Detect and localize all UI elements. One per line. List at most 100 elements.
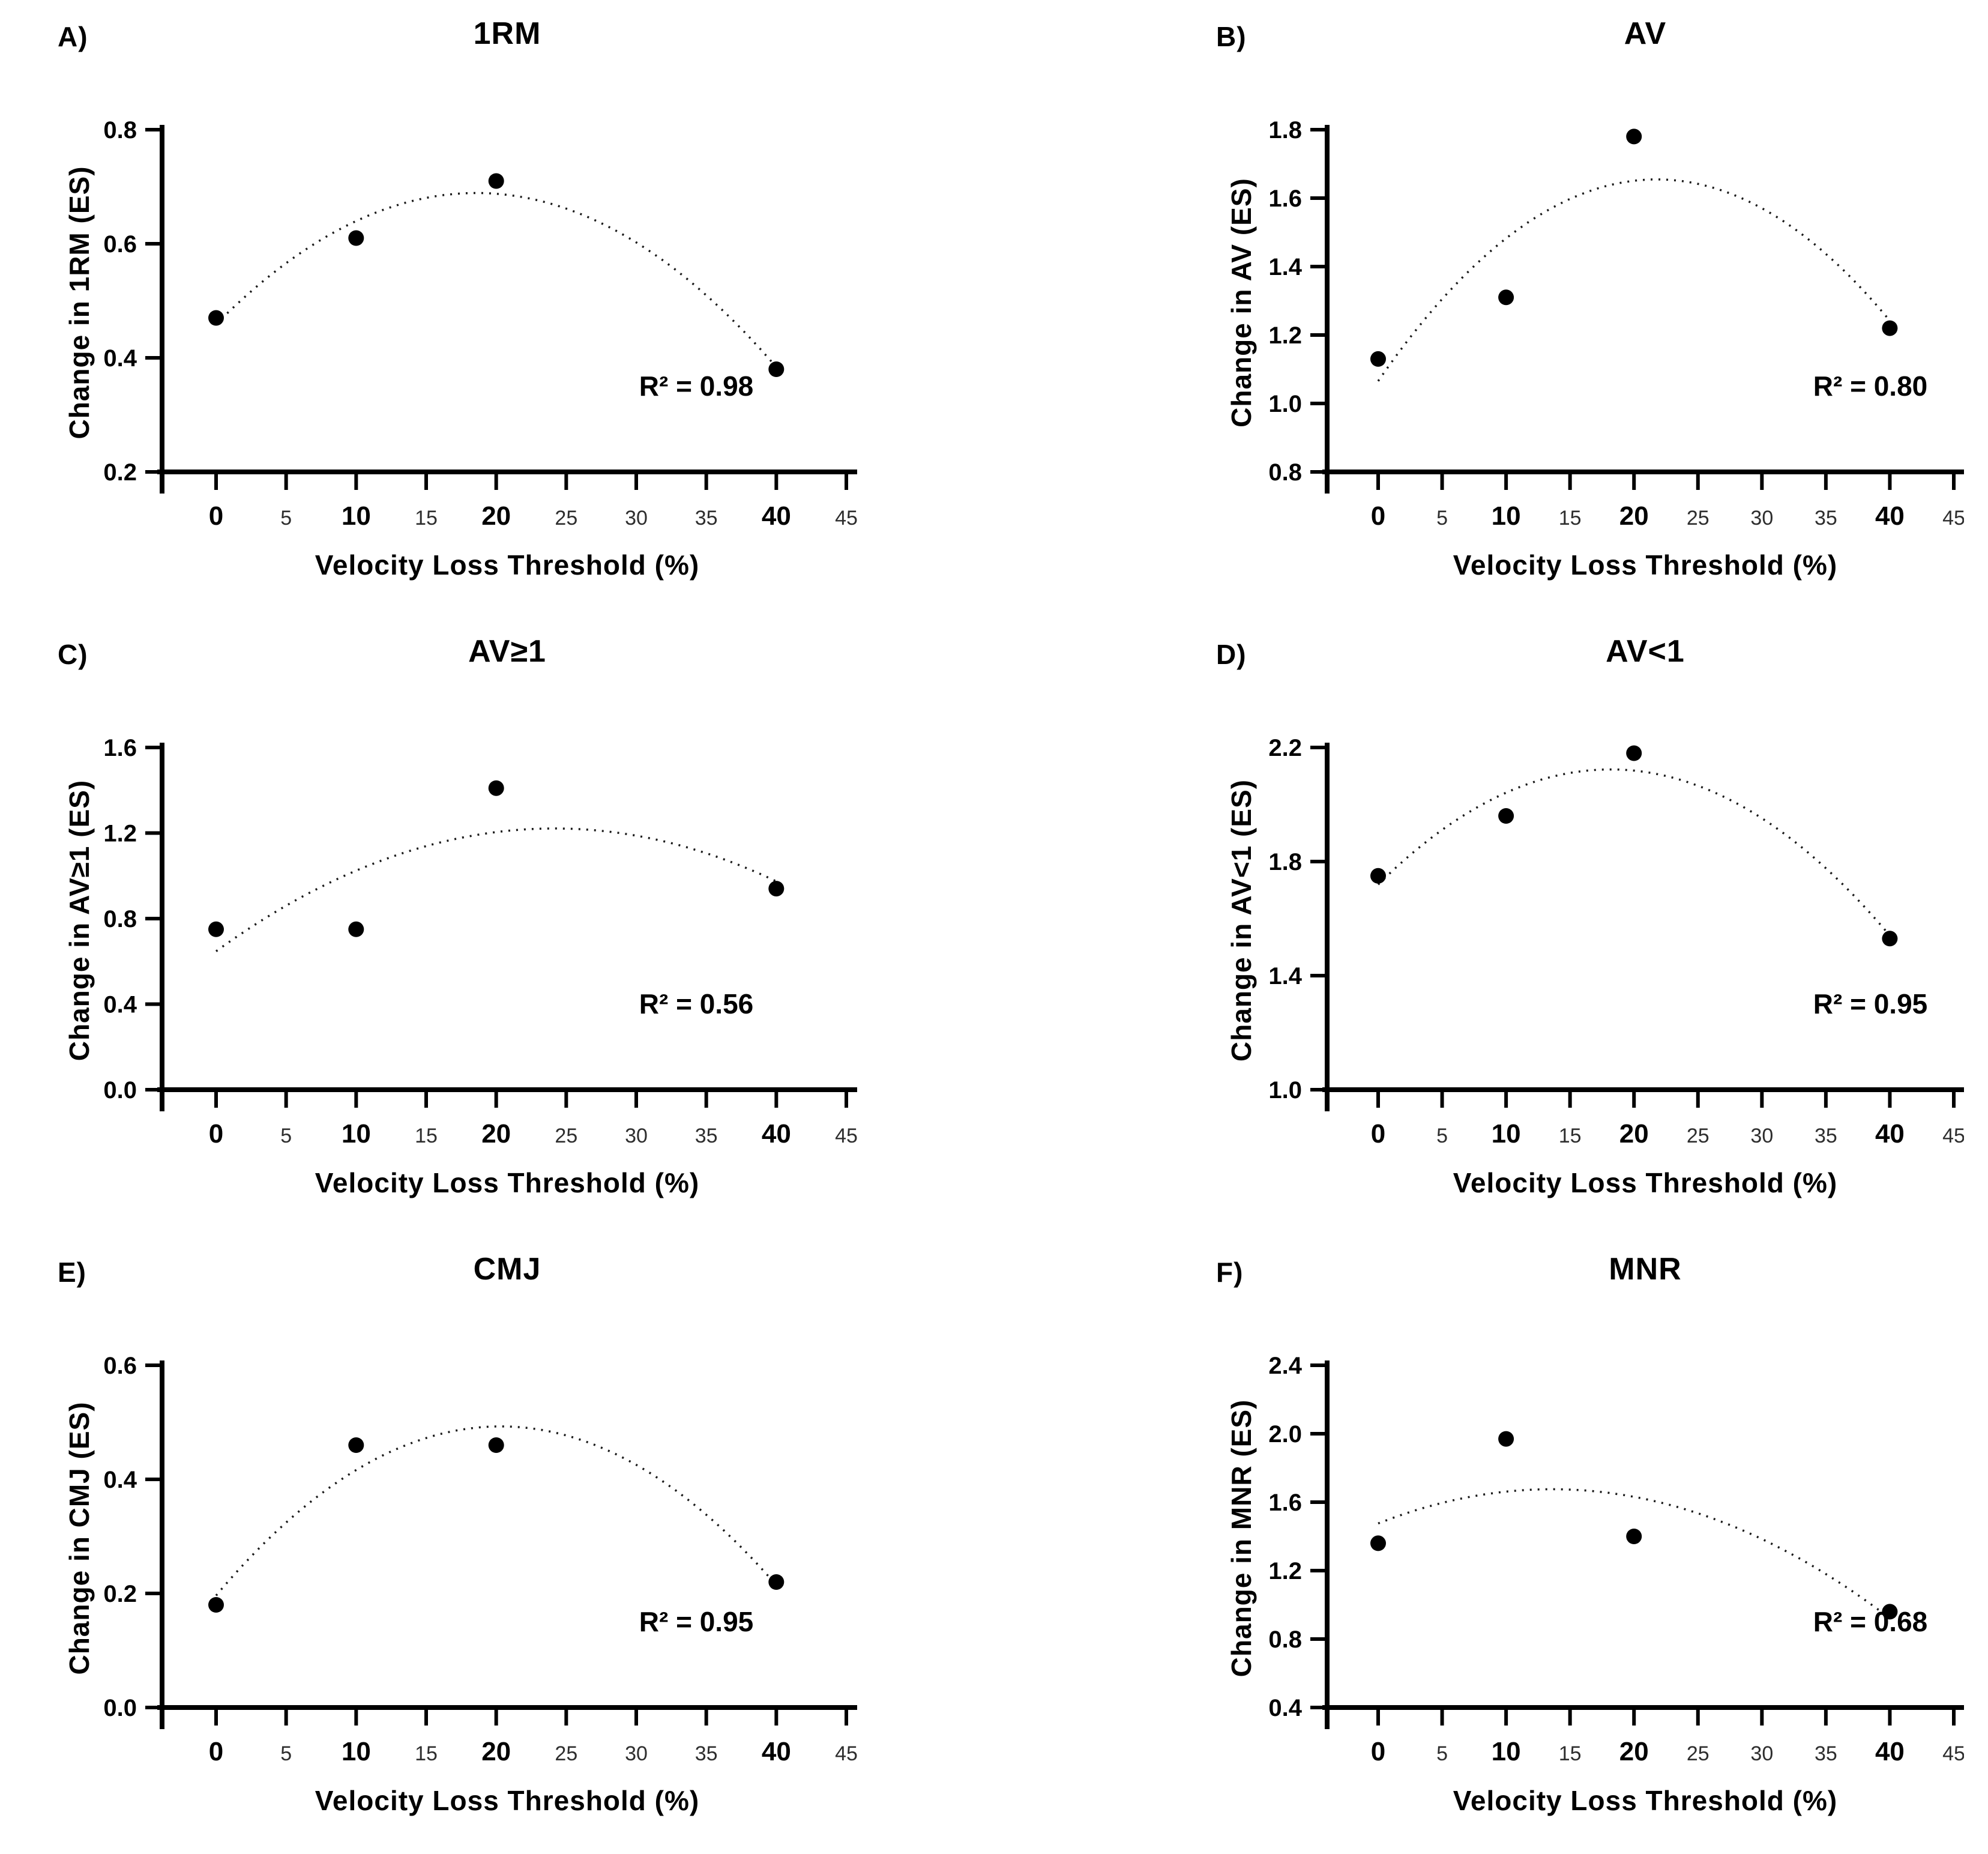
x-tick-label: 10 [1492,1737,1521,1766]
panel-label-b: B) [1216,21,1247,52]
data-point [208,1597,224,1613]
x-axis-label: Velocity Loss Threshold (%) [315,1785,700,1816]
data-point [208,310,224,326]
y-tick-label: 0.8 [1268,459,1302,486]
panel-label-f: F) [1216,1257,1244,1288]
plot-svg-c: 0.0 0.4 0.8 1.2 1.6 0 5 10 15 20 25 30 35 40 45 [103,735,858,1149]
plot-svg-e: 0.0 0.2 0.4 0.6 0 5 10 15 20 25 30 35 40 45 [103,1353,858,1766]
x-tick-label: 35 [695,507,718,530]
data-point [488,173,504,189]
x-tick-label: 25 [1687,507,1709,530]
x-tick-label: 35 [1815,1742,1837,1765]
data-point [768,1574,785,1590]
panel-av-lt-1: D) AV<1 Change in AV<1 (ES) 1.0 1.4 1.8 2.2… [1018,627,1964,1226]
x-tick-label: 10 [1492,1119,1521,1149]
y-tick-label: 1.6 [1268,1490,1302,1516]
x-tick-label: 40 [762,1737,791,1766]
x-tick-label: 35 [1815,507,1837,530]
y-tick-label: 0.8 [103,117,137,143]
x-tick-label: 0 [209,1119,223,1149]
y-tick-label: 1.0 [1268,1077,1302,1104]
x-tick-label: 30 [1750,507,1773,530]
x-tick-label: 5 [1436,1125,1448,1147]
y-tick-label: 0.0 [103,1695,137,1721]
panel-title-av-ge-1: AV≥1 [468,634,546,669]
x-tick-label: 45 [1942,1125,1964,1147]
r-squared-annotation: R² = 0.95 [1813,988,1928,1019]
x-tick-label: 25 [1687,1742,1709,1765]
data-point [348,230,364,246]
x-tick-label: 20 [1619,1737,1649,1766]
data-point [1882,931,1898,947]
y-tick-label: 2.0 [1268,1421,1302,1448]
fit-curve [215,192,777,368]
fit-curve [1377,178,1891,382]
x-tick-label: 10 [342,501,371,531]
y-tick-label: 2.2 [1268,735,1302,761]
r-squared-annotation: R² = 0.68 [1813,1606,1928,1637]
y-tick-label: 1.8 [1268,117,1302,143]
x-tick-label: 5 [280,1125,292,1147]
x-tick-label: 40 [1875,501,1905,531]
y-tick-label: 1.0 [1268,391,1302,417]
x-tick-label: 35 [695,1742,718,1765]
data-point [348,921,364,937]
x-tick-label: 40 [1875,1737,1905,1766]
x-tick-label: 45 [835,507,858,530]
x-axis-label: Velocity Loss Threshold (%) [315,549,700,581]
x-tick-label: 40 [762,1119,791,1149]
x-tick-label: 30 [625,507,648,530]
x-tick-label: 25 [555,1742,577,1765]
x-tick-label: 15 [415,1125,438,1147]
y-tick-label: 0.2 [103,459,137,486]
fit-curve [1377,768,1891,937]
data-point [768,881,785,897]
y-tick-label: 2.4 [1268,1353,1302,1379]
fit-curve [1378,1488,1891,1619]
x-tick-label: 45 [835,1125,858,1147]
y-tick-label: 1.6 [1268,186,1302,212]
data-point [348,1437,364,1453]
x-tick-label: 45 [1942,507,1964,530]
x-tick-label: 45 [835,1742,858,1765]
x-tick-label: 10 [342,1737,371,1766]
x-tick-label: 0 [1371,1737,1385,1766]
x-tick-label: 0 [1371,1119,1385,1149]
x-axis-label: Velocity Loss Threshold (%) [1453,1785,1838,1816]
y-tick-label: 1.2 [103,821,137,847]
panel-title-cmj: CMJ [473,1252,541,1287]
panel-1rm: A) 1RM Change in 1RM (ES) 0.2 0.4 0.6 0.8 0 5… [24,10,970,608]
panel-title-av: AV [1624,16,1667,51]
fit-curve [215,827,777,952]
panel-label-a: A) [58,21,88,52]
data-point [1626,745,1642,761]
x-axis-label: Velocity Loss Threshold (%) [1453,549,1838,581]
y-tick-label: 0.2 [103,1581,137,1607]
data-point [1626,128,1642,145]
y-tick-label: 1.4 [1268,254,1302,280]
plot-svg-b: 0.8 1.0 1.2 1.4 1.6 1.8 0 5 10 15 20 25 30 35 40 45 [1268,117,1964,531]
data-point [768,361,785,377]
y-tick-label: 0.4 [103,992,137,1018]
y-tick-label: 1.8 [1268,849,1302,875]
panel-title-av-lt-1: AV<1 [1606,634,1685,669]
x-tick-label: 25 [1687,1125,1709,1147]
panel-av-ge-1: C) AV≥1 Change in AV≥1 (ES) 0.0 0.4 0.8 1.2… [24,627,970,1226]
r-squared-annotation: R² = 0.95 [639,1606,754,1637]
data-point [1370,351,1386,367]
x-tick-label: 20 [481,1119,511,1149]
y-tick-label: 1.4 [1268,963,1302,989]
plot-svg-d: 1.0 1.4 1.8 2.2 0 5 10 15 20 25 30 35 40 45 [1268,735,1964,1149]
r-squared-annotation: R² = 0.56 [639,988,754,1019]
x-tick-label: 20 [1619,501,1649,531]
panel-title-1rm: 1RM [473,16,541,51]
data-point [208,921,224,937]
panel-mnr: F) MNR Change in MNR (ES) 0.4 0.8 1.2 1.6 2.… [1018,1245,1964,1844]
panel-cmj: E) CMJ Change in CMJ (ES) 0.0 0.2 0.4 0.6 0 5… [24,1245,970,1844]
data-point [1498,289,1514,306]
data-point [1370,868,1386,884]
y-tick-label: 0.4 [103,345,137,372]
data-point [1882,1604,1898,1620]
y-tick-label: 0.4 [103,1467,137,1493]
